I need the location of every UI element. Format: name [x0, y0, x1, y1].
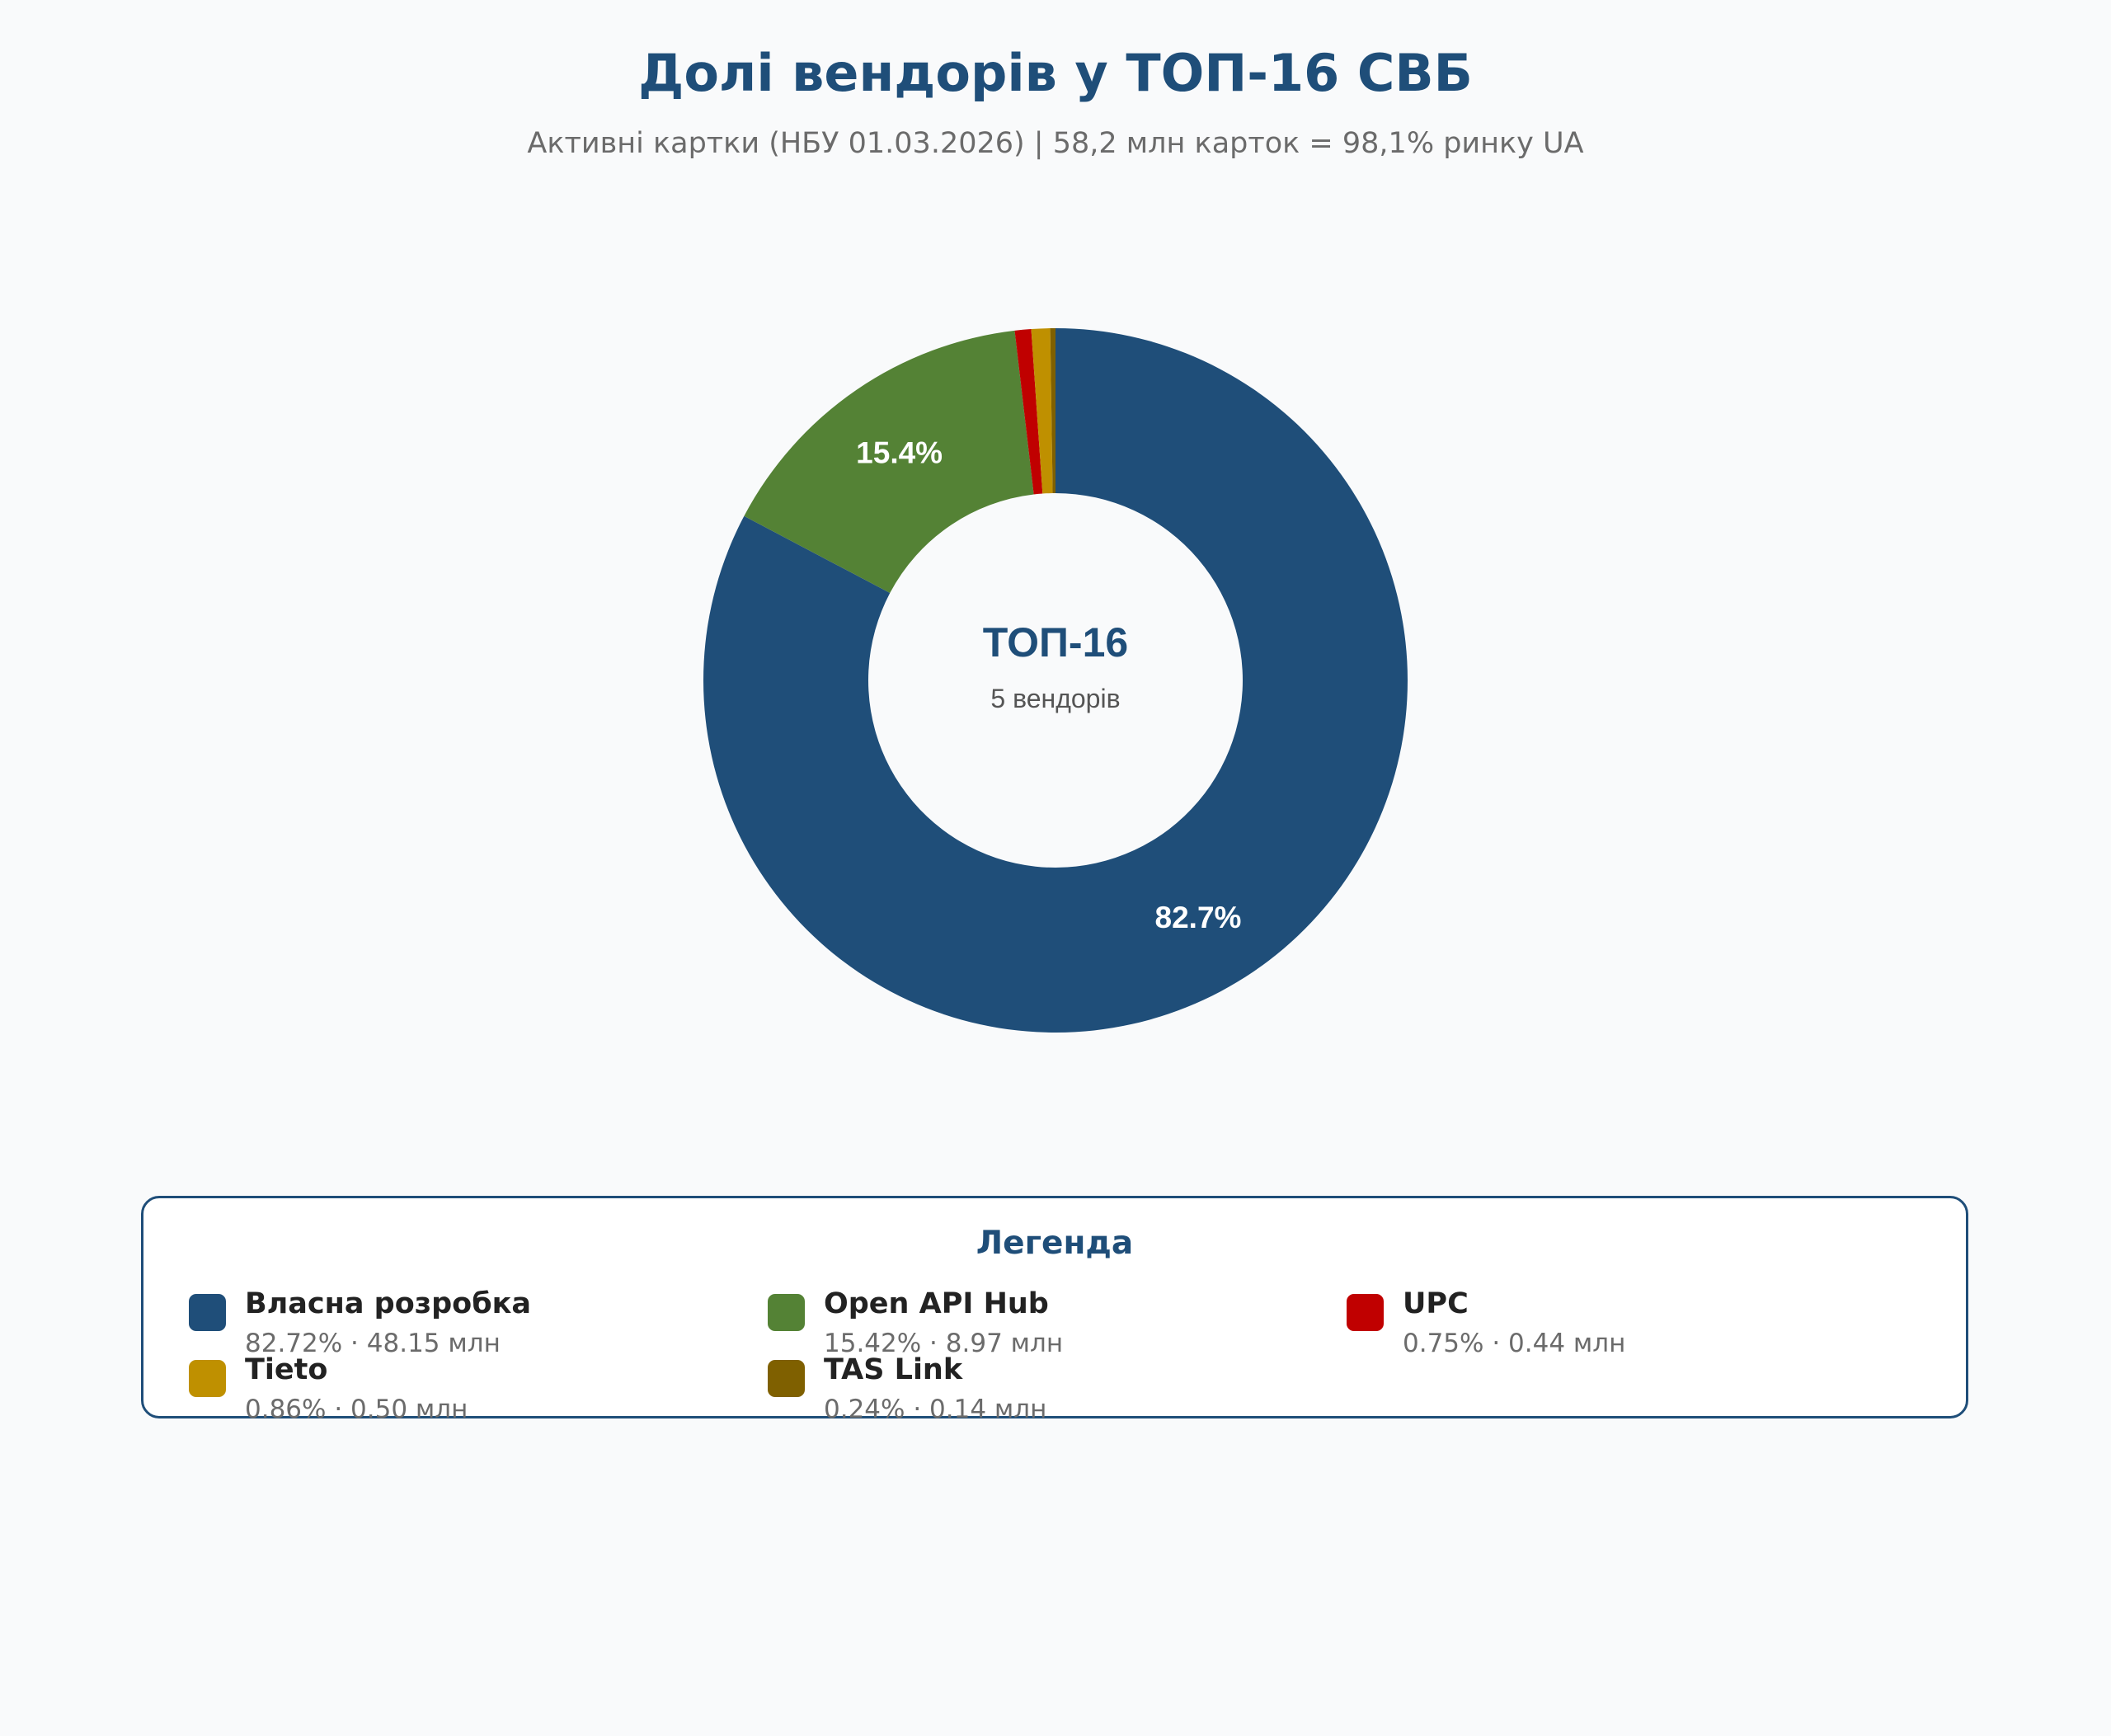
- legend-swatch: [1347, 1294, 1384, 1331]
- donut-center-subtitle: 5 вендорів: [990, 684, 1120, 713]
- slice-labels: 82.7% 15.4%: [856, 436, 1241, 934]
- slice-label-власна-розробка: 82.7%: [1155, 901, 1242, 934]
- donut-slices: [703, 328, 1408, 1033]
- legend-swatch: [189, 1294, 226, 1331]
- legend-item-name: UPC: [1403, 1287, 1469, 1320]
- legend-item-detail: 0.86% · 0.50 млн: [245, 1395, 468, 1424]
- legend-item-name: TAS Link: [824, 1353, 963, 1386]
- chart-subtitle: Активні картки (НБУ 01.03.2026) | 58,2 м…: [527, 127, 1584, 160]
- legend-item-name: Tieto: [245, 1353, 328, 1386]
- legend-item-detail: 0.75% · 0.44 млн: [1403, 1329, 1626, 1358]
- legend-swatch: [189, 1360, 226, 1397]
- legend-swatch: [768, 1360, 805, 1397]
- legend-item-name: Власна розробка: [245, 1287, 532, 1320]
- legend-swatch: [768, 1294, 805, 1331]
- legend-item-detail: 0.24% · 0.14 млн: [824, 1395, 1047, 1424]
- donut-slice-власна-розробка: [703, 328, 1408, 1033]
- legend-item-detail: 15.42% · 8.97 млн: [824, 1329, 1064, 1358]
- donut-slice-tas-link: [1050, 328, 1056, 494]
- donut-slice-tieto: [1031, 328, 1053, 494]
- donut-slice-upc: [1014, 329, 1043, 495]
- legend-item-detail: 82.72% · 48.15 млн: [245, 1329, 501, 1358]
- legend-item-name: Open API Hub: [824, 1287, 1049, 1320]
- legend-title: Легенда: [976, 1225, 1134, 1262]
- donut-center-title: ТОП-16: [983, 619, 1128, 666]
- legend: Легенда Власна розробка 82.72% · 48.15 м…: [141, 1196, 1968, 1424]
- chart-title: Долі вендорів у ТОП-16 СВБ: [638, 43, 1473, 103]
- donut-chart: 82.7% 15.4% ТОП-16 5 вендорів: [703, 328, 1408, 1033]
- slice-label-open-api-hub: 15.4%: [856, 436, 943, 470]
- donut-slice-open-api-hub: [744, 330, 1034, 594]
